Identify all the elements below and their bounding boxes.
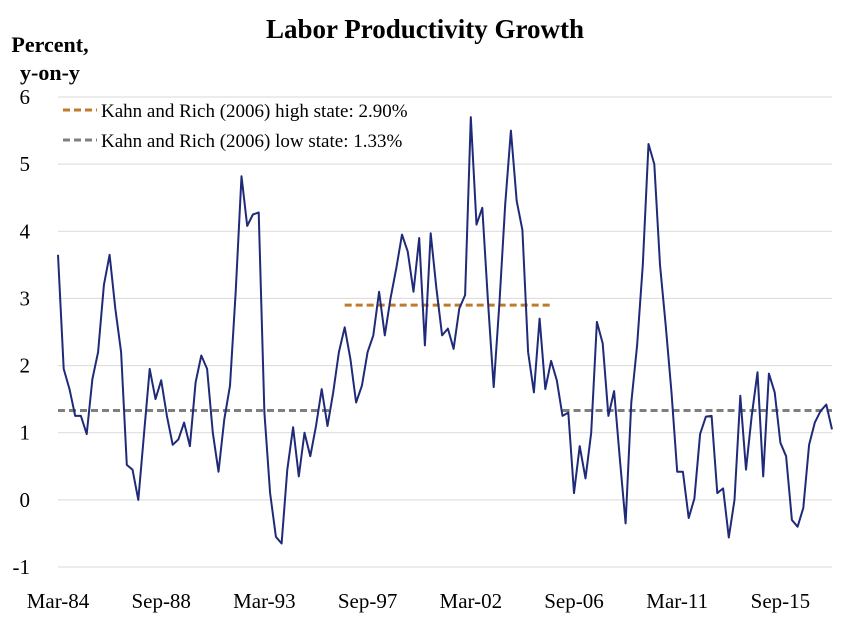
x-tick-label: Mar-02 bbox=[440, 589, 503, 613]
chart-title: Labor Productivity Growth bbox=[266, 14, 584, 44]
x-tick-label: Mar-84 bbox=[27, 589, 90, 613]
y-axis-unit-line-2: y-on-y bbox=[20, 60, 80, 85]
y-tick-label: 5 bbox=[20, 152, 31, 176]
y-axis-unit-line-1: Percent, bbox=[11, 32, 88, 57]
series-layer bbox=[57, 116, 833, 545]
x-tick-label: Sep-06 bbox=[544, 589, 604, 613]
y-axis-tick-labels: -1 0 1 2 3 4 5 6 bbox=[13, 85, 31, 579]
reference-lines bbox=[58, 303, 832, 413]
x-tick-label: Mar-11 bbox=[646, 589, 708, 613]
legend-label: Kahn and Rich (2006) low state: 1.33% bbox=[101, 131, 402, 152]
legend: Kahn and Rich (2006) high state: 2.90% Ka… bbox=[63, 101, 408, 152]
y-tick-label: 6 bbox=[20, 85, 31, 109]
x-tick-label: Sep-97 bbox=[338, 589, 398, 613]
y-tick-label: 2 bbox=[20, 354, 31, 378]
y-tick-label: 1 bbox=[20, 421, 31, 445]
x-tick-label: Mar-93 bbox=[233, 589, 296, 613]
y-tick-label: 4 bbox=[20, 219, 31, 243]
y-tick-label: 0 bbox=[20, 488, 31, 512]
y-tick-label: -1 bbox=[13, 555, 31, 579]
series-line bbox=[57, 116, 833, 545]
x-tick-label: Sep-15 bbox=[751, 589, 811, 613]
x-tick-label: Sep-88 bbox=[131, 589, 191, 613]
legend-label: Kahn and Rich (2006) high state: 2.90% bbox=[101, 101, 408, 122]
x-axis-tick-labels: Mar-84 Sep-88 Mar-93 Sep-97 Mar-02 Sep-06 Mar-… bbox=[27, 589, 810, 613]
y-tick-label: 3 bbox=[20, 286, 31, 310]
